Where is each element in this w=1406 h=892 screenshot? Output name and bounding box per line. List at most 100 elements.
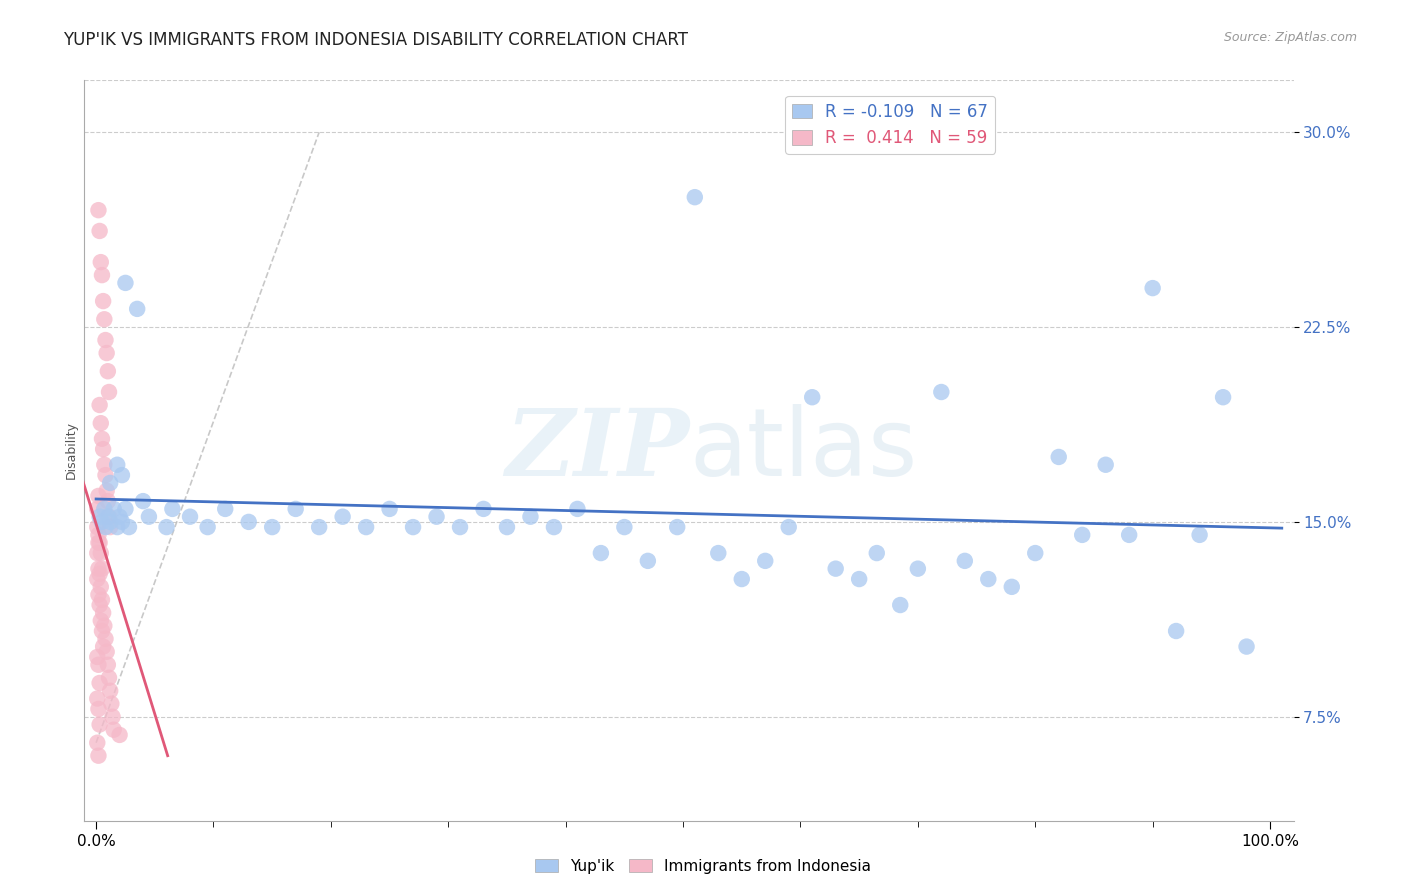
Point xyxy=(1166,624,1188,638)
Point xyxy=(90,546,112,560)
Point xyxy=(96,346,118,360)
Point xyxy=(197,520,219,534)
Point xyxy=(683,190,706,204)
Point xyxy=(425,509,447,524)
Point xyxy=(754,554,776,568)
Point xyxy=(89,398,111,412)
Point xyxy=(89,717,111,731)
Point xyxy=(931,384,953,399)
Point xyxy=(1142,281,1164,295)
Point xyxy=(91,562,114,576)
Text: ZIP: ZIP xyxy=(505,406,689,495)
Point xyxy=(86,736,108,750)
Point xyxy=(1001,580,1024,594)
Point xyxy=(308,520,330,534)
Point xyxy=(801,390,824,404)
Point xyxy=(91,592,114,607)
Point xyxy=(472,502,495,516)
Point xyxy=(90,614,112,628)
Point xyxy=(155,520,177,534)
Point xyxy=(138,509,160,524)
Point xyxy=(90,255,112,269)
Legend: Yup'ik, Immigrants from Indonesia: Yup'ik, Immigrants from Indonesia xyxy=(529,853,877,880)
Point xyxy=(97,494,120,508)
Point xyxy=(98,475,121,490)
Point xyxy=(111,468,134,483)
Point xyxy=(127,301,149,316)
Point xyxy=(889,598,911,612)
Point xyxy=(1024,546,1046,560)
Point xyxy=(89,535,111,549)
Point xyxy=(90,416,112,430)
Point xyxy=(97,509,120,524)
Point xyxy=(114,502,136,516)
Point xyxy=(87,528,110,542)
Point xyxy=(108,509,131,524)
Point xyxy=(91,606,114,620)
Point xyxy=(977,572,1000,586)
Point xyxy=(179,509,201,524)
Point xyxy=(1236,640,1258,654)
Point xyxy=(91,640,114,654)
Point xyxy=(449,520,471,534)
Point xyxy=(907,562,929,576)
Point xyxy=(93,312,115,326)
Point xyxy=(1047,450,1070,464)
Point xyxy=(284,502,307,516)
Point xyxy=(402,520,425,534)
Point xyxy=(87,489,110,503)
Point xyxy=(105,520,128,534)
Point xyxy=(1118,528,1140,542)
Point xyxy=(100,697,122,711)
Point xyxy=(87,702,110,716)
Point xyxy=(637,554,659,568)
Point xyxy=(89,676,111,690)
Point xyxy=(97,364,120,378)
Point xyxy=(214,502,236,516)
Point xyxy=(94,333,117,347)
Point xyxy=(589,546,612,560)
Text: Source: ZipAtlas.com: Source: ZipAtlas.com xyxy=(1223,31,1357,45)
Point xyxy=(101,710,124,724)
Legend: R = -0.109   N = 67, R =  0.414   N = 59: R = -0.109 N = 67, R = 0.414 N = 59 xyxy=(786,96,995,153)
Point xyxy=(1094,458,1116,472)
Point xyxy=(824,562,846,576)
Point xyxy=(91,515,114,529)
Point xyxy=(666,520,689,534)
Point xyxy=(567,502,589,516)
Point xyxy=(98,520,121,534)
Point xyxy=(94,468,117,483)
Point xyxy=(332,509,354,524)
Point xyxy=(89,598,111,612)
Point xyxy=(519,509,541,524)
Point xyxy=(953,554,976,568)
Text: YUP'IK VS IMMIGRANTS FROM INDONESIA DISABILITY CORRELATION CHART: YUP'IK VS IMMIGRANTS FROM INDONESIA DISA… xyxy=(63,31,689,49)
Point xyxy=(86,502,108,516)
Point xyxy=(118,520,141,534)
Point xyxy=(111,515,134,529)
Point xyxy=(86,691,108,706)
Point xyxy=(86,572,108,586)
Point xyxy=(93,619,115,633)
Point xyxy=(848,572,870,586)
Point xyxy=(238,515,260,529)
Point xyxy=(613,520,636,534)
Point xyxy=(91,442,114,457)
Point xyxy=(98,509,121,524)
Point xyxy=(94,520,117,534)
Point xyxy=(98,384,121,399)
Point xyxy=(731,572,754,586)
Point xyxy=(543,520,565,534)
Point xyxy=(354,520,377,534)
Point xyxy=(96,645,118,659)
Point xyxy=(114,276,136,290)
Point xyxy=(778,520,800,534)
Point xyxy=(96,483,118,498)
Point xyxy=(87,562,110,576)
Point xyxy=(1188,528,1211,542)
Point xyxy=(86,546,108,560)
Point xyxy=(87,588,110,602)
Point xyxy=(496,520,519,534)
Point xyxy=(97,657,120,672)
Point xyxy=(87,535,110,549)
